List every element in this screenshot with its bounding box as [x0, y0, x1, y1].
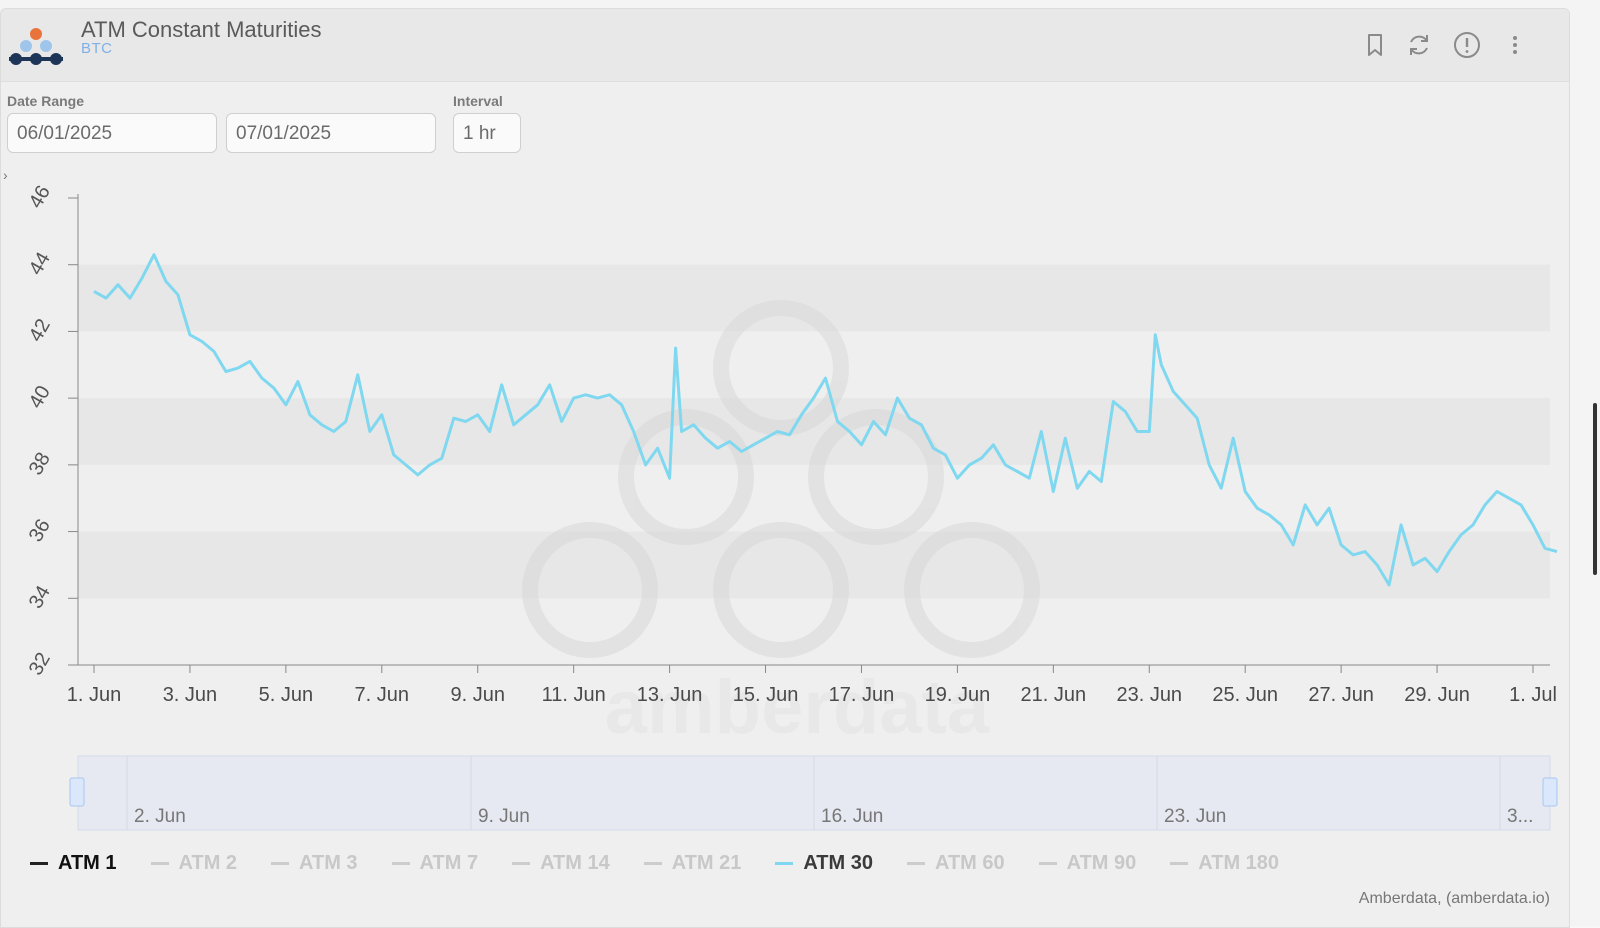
- scrollbar-thumb[interactable]: [1593, 403, 1597, 575]
- y-tick-label: 32: [25, 649, 55, 679]
- navigator-tick-label: 3...: [1507, 806, 1533, 827]
- interval-label: Interval: [453, 93, 503, 109]
- y-tick-label: 44: [25, 249, 55, 279]
- chart-credit: Amberdata, (amberdata.io): [1358, 890, 1550, 907]
- legend-label: ATM 21: [671, 852, 742, 874]
- legend-swatch: [30, 862, 48, 865]
- legend-item-atm-3[interactable]: ATM 3: [271, 852, 358, 875]
- legend-item-atm-7[interactable]: ATM 7: [391, 852, 479, 875]
- x-tick-label: 29. Jun: [1404, 684, 1470, 706]
- legend-label: ATM 14: [540, 852, 610, 874]
- legend-item-atm-90[interactable]: ATM 90: [1038, 852, 1137, 875]
- watermark-ring: [522, 522, 658, 658]
- info-icon[interactable]: [1453, 31, 1481, 59]
- x-tick-label: 17. Jun: [829, 684, 895, 706]
- x-tick-label: 19. Jun: [925, 684, 991, 706]
- watermark-text: amberdata: [605, 665, 990, 750]
- x-tick-label: 23. Jun: [1116, 684, 1182, 706]
- legend-swatch: [150, 862, 169, 865]
- expand-chevron-icon[interactable]: ›: [3, 167, 8, 183]
- legend-item-atm-21[interactable]: ATM 21: [643, 852, 742, 875]
- legend-item-atm-60[interactable]: ATM 60: [906, 852, 1005, 875]
- legend-label: ATM 2: [178, 852, 238, 874]
- end-date-input[interactable]: 07/01/2025: [226, 113, 436, 153]
- x-tick-label: 25. Jun: [1212, 684, 1278, 706]
- watermark-ring: [618, 409, 754, 545]
- y-tick-label: 34: [25, 582, 55, 612]
- x-tick-label: 21. Jun: [1021, 684, 1087, 706]
- navigator-tick-label: 23. Jun: [1164, 806, 1226, 827]
- refresh-icon[interactable]: [1405, 31, 1433, 59]
- legend-item-atm-2[interactable]: ATM 2: [150, 852, 238, 875]
- page-scrollbar[interactable]: [1590, 8, 1600, 926]
- y-tick-label: 40: [25, 382, 55, 412]
- legend-swatch: [1038, 862, 1057, 865]
- legend-label: ATM 90: [1066, 852, 1137, 874]
- legend-label: ATM 1: [58, 852, 117, 874]
- legend-label: ATM 30: [803, 852, 873, 874]
- legend-label: ATM 180: [1198, 852, 1280, 874]
- widget-subtitle: BTC: [81, 40, 113, 57]
- navigator-tick-label: 9. Jun: [478, 806, 530, 827]
- y-tick-label: 38: [25, 449, 55, 479]
- legend-swatch: [775, 862, 794, 865]
- legend-item-atm-180[interactable]: ATM 180: [1170, 852, 1279, 875]
- line-chart: amberdata 32 34 36 38 40 42 44 46 1. Jun 3. Jun 5. …: [25, 182, 1558, 831]
- widget-header: ATM Constant Maturities BTC: [1, 9, 1569, 82]
- x-tick-label: 5. Jun: [259, 684, 313, 706]
- x-tick-label: 13. Jun: [637, 684, 703, 706]
- x-tick-label: 1. Jul: [1509, 684, 1557, 706]
- watermark-ring: [713, 522, 849, 658]
- legend-swatch: [906, 862, 925, 865]
- more-vertical-icon[interactable]: [1501, 31, 1529, 59]
- legend-swatch: [271, 862, 290, 865]
- bookmark-icon[interactable]: [1361, 31, 1389, 59]
- y-tick-label: 46: [25, 182, 55, 212]
- series-line-atm-30: [93, 253, 1558, 587]
- chart-legend: ATM 1 ATM 2 ATM 3 ATM 7 ATM 14 ATM 21 ATM 30 AT…: [30, 852, 1313, 875]
- x-tick-label: 9. Jun: [450, 684, 504, 706]
- date-range-label: Date Range: [7, 93, 85, 109]
- start-date-input[interactable]: 06/01/2025: [7, 113, 217, 153]
- x-tick-label: 1. Jun: [67, 684, 121, 706]
- legend-item-atm-1[interactable]: ATM 1: [30, 852, 117, 875]
- widget-title: ATM Constant Maturities: [81, 17, 322, 42]
- navigator-tick-label: 16. Jun: [821, 806, 883, 827]
- legend-item-atm-30[interactable]: ATM 30: [775, 852, 873, 875]
- legend-swatch: [512, 862, 531, 865]
- legend-swatch: [643, 862, 662, 865]
- watermark-ring: [808, 409, 944, 545]
- legend-swatch: [1170, 862, 1189, 865]
- amberdata-watermark-icon: amberdata: [522, 300, 1040, 750]
- navigator-handle-right[interactable]: [1542, 777, 1558, 807]
- amberdata-logo: [9, 28, 63, 65]
- legend-label: ATM 60: [934, 852, 1005, 874]
- interval-select[interactable]: 1 hr: [453, 113, 521, 153]
- x-tick-label: 15. Jun: [733, 684, 799, 706]
- navigator-tick-label: 2. Jun: [134, 806, 186, 827]
- x-tick-label: 3. Jun: [163, 684, 217, 706]
- x-tick-label: 11. Jun: [542, 684, 606, 706]
- watermark-ring: [904, 522, 1040, 658]
- y-tick-label: 36: [25, 515, 55, 545]
- navigator-handle-left[interactable]: [69, 777, 85, 807]
- legend-swatch: [391, 862, 410, 865]
- legend-label: ATM 3: [299, 852, 358, 874]
- x-tick-label: 27. Jun: [1308, 684, 1374, 706]
- y-tick-label: 42: [25, 315, 55, 345]
- watermark-ring: [713, 300, 849, 436]
- legend-item-atm-14[interactable]: ATM 14: [512, 852, 610, 875]
- legend-label: ATM 7: [419, 852, 479, 874]
- x-tick-label: 7. Jun: [355, 684, 409, 706]
